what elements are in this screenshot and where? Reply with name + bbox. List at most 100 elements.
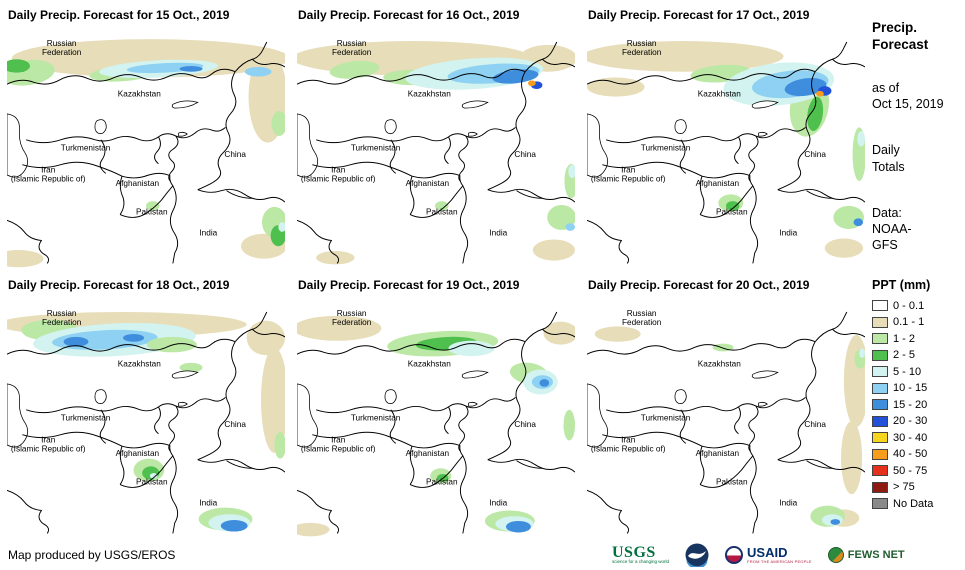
svg-text:Pakistan: Pakistan	[426, 478, 458, 487]
svg-text:Russian: Russian	[627, 39, 657, 48]
legend-swatch	[872, 316, 888, 328]
legend-label: 15 - 20	[893, 398, 928, 411]
sidebar-source-line: Data:	[872, 205, 902, 220]
sidebar-asof-line: as of	[872, 80, 900, 95]
legend-swatch	[872, 349, 888, 361]
svg-text:Federation: Federation	[42, 318, 82, 327]
svg-text:Federation: Federation	[622, 318, 662, 327]
svg-text:India: India	[489, 229, 507, 238]
legend-entry: 40 - 50	[872, 446, 964, 463]
legend: PPT (mm) 0 - 0.1 0.1 - 1 1 - 2 2 - 5 5 - 10 1…	[872, 278, 964, 513]
legend-swatch	[872, 300, 888, 312]
svg-text:(Islamic Republic of): (Islamic Republic of)	[301, 444, 376, 453]
svg-text:Pakistan: Pakistan	[716, 478, 748, 487]
svg-text:Federation: Federation	[42, 48, 82, 57]
panel-title: Daily Precip. Forecast for 15 Oct., 2019	[8, 8, 230, 22]
svg-text:China: China	[804, 150, 826, 159]
legend-label: No Data	[893, 497, 934, 510]
svg-text:Kazakhstan: Kazakhstan	[118, 90, 161, 99]
svg-text:Pakistan: Pakistan	[716, 208, 748, 217]
svg-text:Afghanistan: Afghanistan	[406, 449, 450, 458]
svg-text:Russian: Russian	[47, 39, 77, 48]
legend-swatch	[872, 333, 888, 345]
svg-text:Afghanistan: Afghanistan	[116, 449, 160, 458]
legend-entry: 15 - 20	[872, 397, 964, 414]
forecast-panel-5: Daily Precip. Forecast for 19 Oct., 2019…	[290, 270, 580, 540]
sidebar-totals-line: Daily	[872, 143, 900, 158]
svg-text:Turkmenistan: Turkmenistan	[61, 143, 111, 152]
legend-entry: 10 - 15	[872, 380, 964, 397]
sidebar-data-source: Data: NOAA- GFS	[872, 205, 964, 254]
panel-map: Russian Federation Kazakhstan Turkmenistan I…	[7, 295, 285, 538]
legend-entry: 0 - 0.1	[872, 298, 964, 315]
legend-entry: 0.1 - 1	[872, 314, 964, 331]
legend-entry: 50 - 75	[872, 463, 964, 480]
legend-entry: 20 - 30	[872, 413, 964, 430]
sidebar-source-line: NOAA-	[872, 222, 912, 236]
svg-text:India: India	[489, 499, 507, 508]
svg-text:Afghanistan: Afghanistan	[696, 449, 740, 458]
legend-entry: 1 - 2	[872, 331, 964, 348]
legend-swatch	[872, 382, 888, 394]
svg-text:China: China	[514, 150, 536, 159]
map-credit: Map produced by USGS/EROS	[8, 548, 176, 562]
legend-swatch	[872, 399, 888, 411]
svg-text:Pakistan: Pakistan	[136, 478, 168, 487]
panel-title: Daily Precip. Forecast for 19 Oct., 2019	[298, 278, 520, 292]
sidebar-source-line: GFS	[872, 238, 898, 253]
legend-label: 0.1 - 1	[893, 316, 925, 329]
panel-title: Daily Precip. Forecast for 17 Oct., 2019	[588, 8, 810, 22]
svg-text:India: India	[199, 499, 217, 508]
fewsnet-logo: FEWS NET	[827, 547, 905, 563]
legend-swatch	[872, 415, 888, 427]
usaid-emblem-icon	[725, 546, 744, 564]
panel-map: Russian Federation Kazakhstan Turkmenistan I…	[297, 295, 575, 538]
svg-text:Federation: Federation	[332, 318, 372, 327]
footer: Map produced by USGS/EROS USGS science f…	[0, 540, 965, 570]
usgs-logo-tagline: science for a changing world	[612, 559, 670, 565]
svg-text:Turkmenistan: Turkmenistan	[641, 143, 691, 152]
sidebar-title-line: Forecast	[872, 36, 929, 52]
sidebar-asof-line: Oct 15, 2019	[872, 97, 944, 111]
usaid-logo: USAID FROM THE AMERICAN PEOPLE	[725, 546, 812, 565]
forecast-panel-4: Daily Precip. Forecast for 18 Oct., 2019…	[0, 270, 290, 540]
legend-swatch	[872, 465, 888, 477]
svg-text:Russian: Russian	[627, 309, 657, 318]
svg-text:(Islamic Republic of): (Islamic Republic of)	[11, 444, 86, 453]
legend-label: > 75	[893, 481, 915, 494]
svg-text:Kazakhstan: Kazakhstan	[118, 360, 161, 369]
svg-text:Iran: Iran	[41, 435, 56, 444]
sidebar-totals-line: Totals	[872, 159, 905, 174]
panel-title: Daily Precip. Forecast for 18 Oct., 2019	[8, 278, 230, 292]
legend-entry: 2 - 5	[872, 347, 964, 364]
svg-text:Kazakhstan: Kazakhstan	[408, 90, 451, 99]
legend-label: 20 - 30	[893, 415, 928, 428]
svg-text:India: India	[779, 499, 797, 508]
svg-text:Pakistan: Pakistan	[426, 208, 458, 217]
legend-entries: 0 - 0.1 0.1 - 1 1 - 2 2 - 5 5 - 10 10 - 15 15 …	[872, 298, 964, 513]
svg-text:Turkmenistan: Turkmenistan	[61, 413, 111, 422]
svg-text:China: China	[224, 150, 246, 159]
sidebar: Precip. Forecast as of Oct 15, 2019 Dail…	[872, 0, 964, 540]
svg-text:Russian: Russian	[47, 309, 77, 318]
svg-text:Federation: Federation	[332, 48, 372, 57]
legend-swatch	[872, 448, 888, 460]
legend-entry: 5 - 10	[872, 364, 964, 381]
panel-map: Russian Federation Kazakhstan Turkmenistan I…	[7, 25, 285, 268]
legend-label: 1 - 2	[893, 332, 916, 345]
svg-text:China: China	[224, 420, 246, 429]
legend-label: 5 - 10	[893, 365, 922, 378]
svg-text:Russian: Russian	[337, 309, 367, 318]
legend-label: 2 - 5	[893, 349, 916, 362]
svg-text:Pakistan: Pakistan	[136, 208, 168, 217]
fewsnet-globe-icon	[827, 547, 844, 563]
legend-swatch	[872, 481, 888, 493]
legend-label: 30 - 40	[893, 431, 928, 444]
legend-label: 10 - 15	[893, 382, 928, 395]
legend-title: PPT (mm)	[872, 277, 931, 292]
svg-text:Kazakhstan: Kazakhstan	[698, 90, 741, 99]
svg-text:(Islamic Republic of): (Islamic Republic of)	[591, 174, 666, 183]
